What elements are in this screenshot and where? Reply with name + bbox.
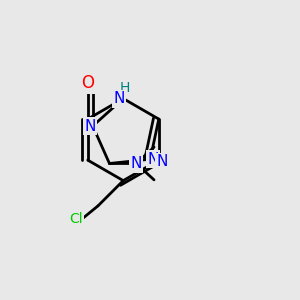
Text: N: N <box>113 91 124 106</box>
Text: N: N <box>148 152 159 167</box>
Text: O: O <box>81 74 94 92</box>
Text: N: N <box>130 156 142 171</box>
Text: Cl: Cl <box>69 212 82 226</box>
Text: N: N <box>156 154 167 169</box>
Text: H: H <box>119 81 130 95</box>
Text: N: N <box>84 118 95 134</box>
